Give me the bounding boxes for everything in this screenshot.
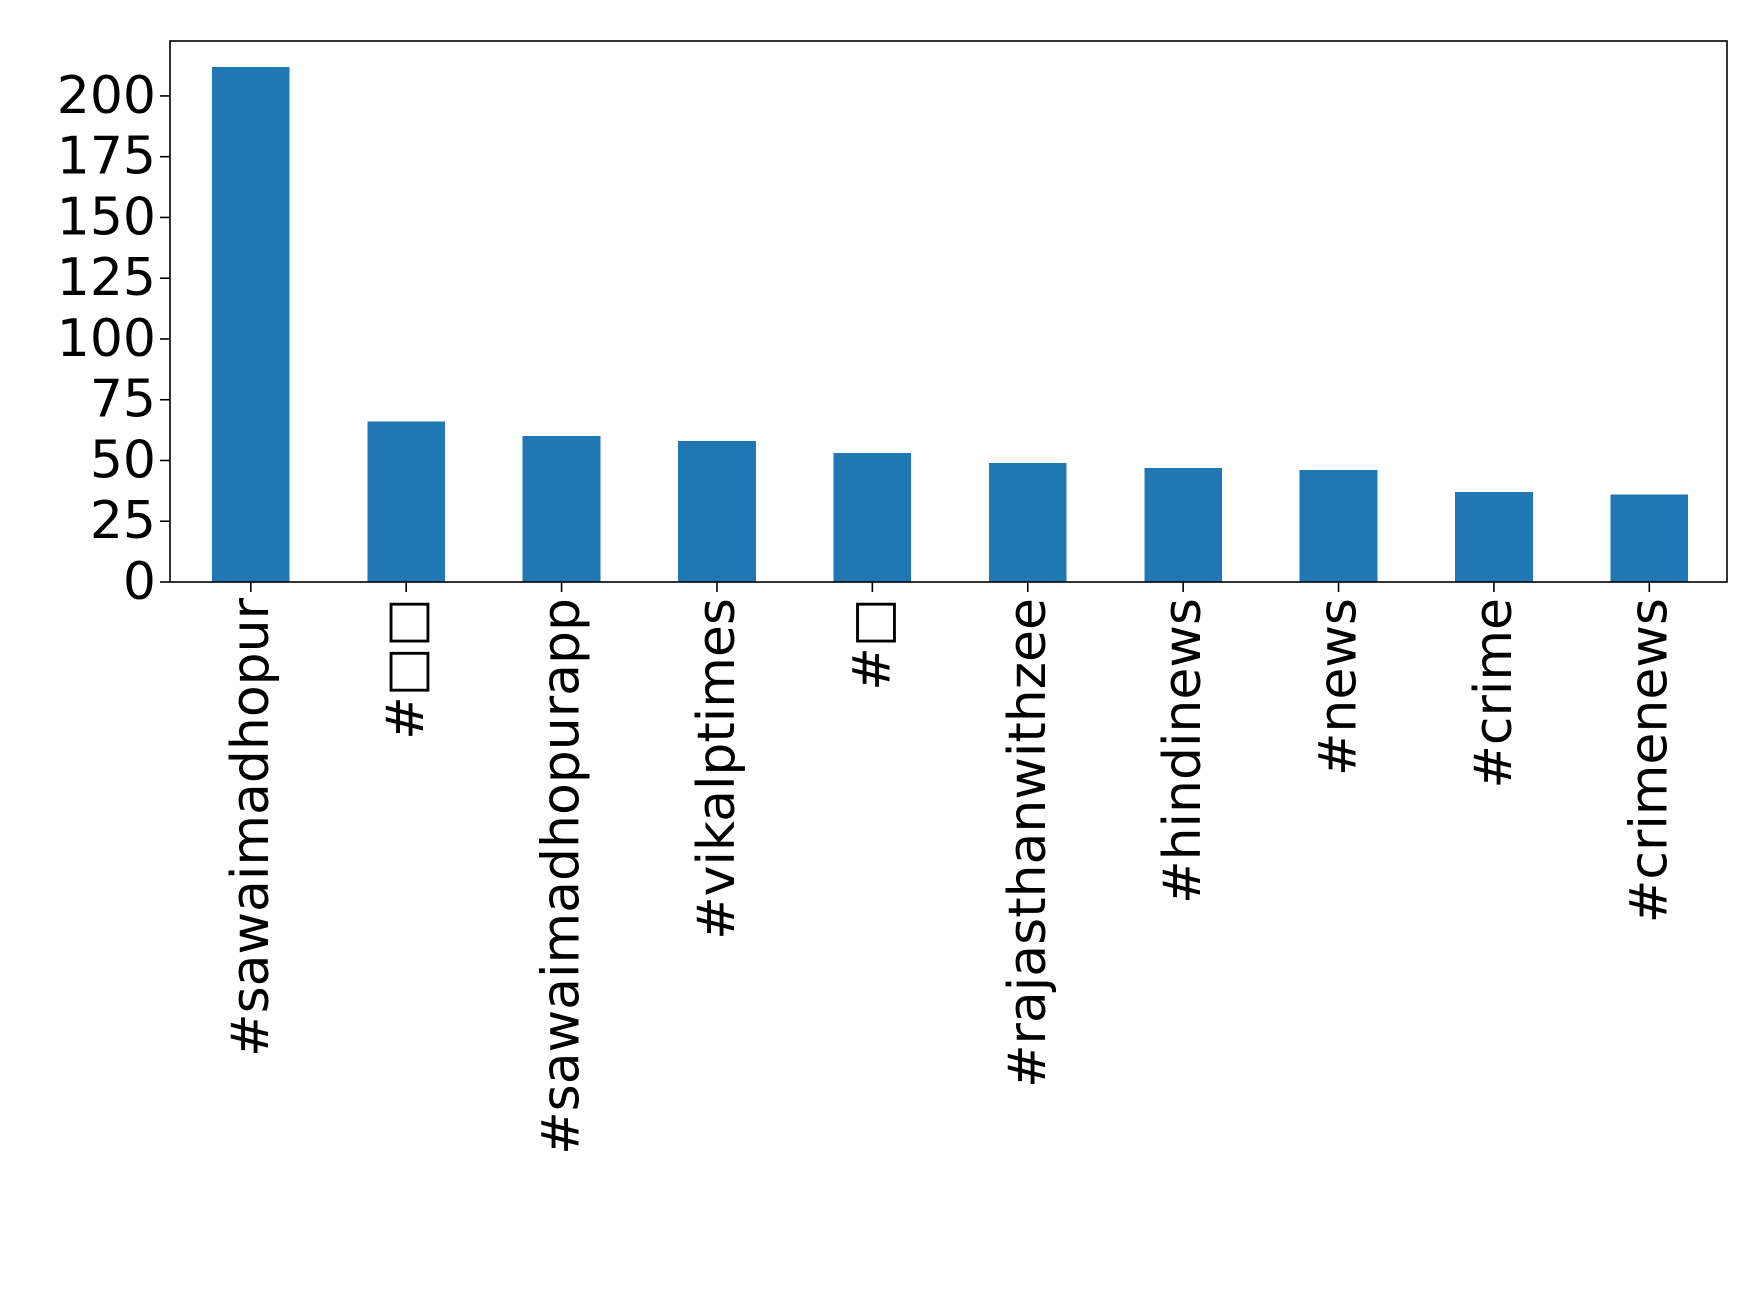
bar-6 xyxy=(1144,467,1222,582)
x-tick-label: #sawaimadhopurapp xyxy=(532,598,592,1155)
y-tick-label: 75 xyxy=(90,370,156,430)
bars-layer xyxy=(211,66,1689,582)
bar-1 xyxy=(367,421,446,582)
x-tick-label: #□□ xyxy=(376,598,436,740)
bar-2 xyxy=(522,436,601,582)
y-tick-label: 200 xyxy=(57,66,156,126)
bar-9 xyxy=(1610,494,1689,582)
x-axis: #sawaimadhopur #□□ #sawaimadhopurapp #vikal… xyxy=(221,582,1679,1155)
x-tick-label: #rajasthanwithzee xyxy=(998,598,1058,1088)
x-tick-label: #vikalptimes xyxy=(687,598,747,940)
x-tick-label: #crime xyxy=(1464,598,1524,789)
plot-area-frame xyxy=(169,40,1728,583)
bar-5 xyxy=(988,462,1067,582)
x-tick-label: #hindinews xyxy=(1153,598,1213,904)
y-tick-label: 125 xyxy=(57,248,156,308)
bar-7 xyxy=(1299,470,1378,582)
x-tick-label: #news xyxy=(1309,598,1369,776)
y-tick-label: 100 xyxy=(57,309,156,369)
y-tick-label: 175 xyxy=(57,127,156,187)
x-tick-label: #crimenews xyxy=(1619,598,1679,923)
bar-3 xyxy=(678,441,756,582)
bar-0 xyxy=(211,66,290,582)
y-tick-label: 0 xyxy=(123,552,156,612)
y-tick-label: 50 xyxy=(90,430,156,490)
bar-8 xyxy=(1455,492,1533,582)
x-tick-label: #□ xyxy=(842,598,902,691)
x-tick-label: #sawaimadhopur xyxy=(221,597,281,1057)
bar-4 xyxy=(833,453,912,582)
y-tick-label: 25 xyxy=(90,491,156,551)
y-tick-label: 150 xyxy=(57,187,156,247)
